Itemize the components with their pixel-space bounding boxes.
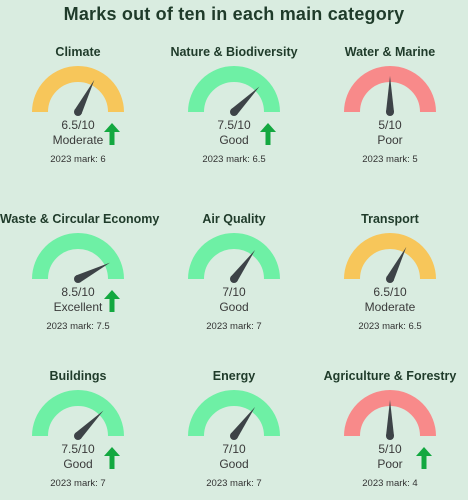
category-name: Nature & Biodiversity — [170, 45, 298, 59]
gauge-needle — [386, 400, 394, 436]
gauge-hub — [74, 275, 82, 283]
category-name: Agriculture & Forestry — [323, 369, 457, 383]
up-arrow-icon — [104, 123, 120, 145]
gauge-arc — [188, 390, 280, 437]
score-gauge — [344, 390, 436, 440]
previous-mark: 2023 mark: 6.5 — [358, 321, 422, 332]
score-gauge — [32, 390, 124, 440]
score-gauge — [188, 390, 280, 440]
score-value: 6.5/10 — [61, 118, 95, 132]
previous-mark: 2023 mark: 7 — [206, 321, 262, 332]
rating-label: Good — [219, 457, 249, 471]
gauge-arc — [188, 66, 280, 113]
gauge-hub — [386, 108, 394, 116]
up-arrow-icon — [104, 447, 120, 469]
previous-mark: 2023 mark: 5 — [362, 154, 418, 165]
category-name: Transport — [361, 212, 419, 226]
score-value: 7.5/10 — [61, 442, 95, 456]
rating-label: Poor — [377, 457, 403, 471]
category-name: Air Quality — [202, 212, 266, 226]
category-card: Water & Marine 5/10 Poor 2023 mark: 5 — [312, 0, 468, 165]
category-card: Nature & Biodiversity 7.5/10 Good 2023 mark… — [156, 0, 312, 165]
gauge-hub — [230, 432, 238, 440]
page-title: Marks out of ten in each main category — [63, 4, 405, 24]
rating-label: Excellent — [53, 300, 103, 314]
score-gauge — [188, 233, 280, 283]
gauge-hub — [386, 275, 394, 283]
rating-label: Moderate — [52, 133, 104, 147]
score-value: 7/10 — [222, 285, 246, 299]
score-value: 7/10 — [222, 442, 246, 456]
up-arrow-icon — [416, 447, 432, 469]
gauge-hub — [386, 432, 394, 440]
score-gauge — [32, 66, 124, 116]
category-card: Buildings 7.5/10 Good 2023 mark: 7 — [0, 324, 156, 489]
score-gauge — [188, 66, 280, 116]
score-gauge — [344, 66, 436, 116]
previous-mark: 2023 mark: 6.5 — [202, 154, 266, 165]
gauge-needle — [386, 76, 394, 112]
gauge-hub — [74, 432, 82, 440]
gauge-arc — [344, 390, 436, 437]
score-value: 7.5/10 — [217, 118, 251, 132]
gauge-needle — [74, 79, 95, 114]
previous-mark: 2023 mark: 7.5 — [46, 321, 110, 332]
gauge-hub — [230, 108, 238, 116]
gauge-arc — [344, 233, 436, 280]
category-card: Waste & Circular Economy 8.5/10 Excellent 2… — [0, 167, 160, 332]
up-arrow-icon — [260, 123, 276, 145]
gauge-needle — [76, 262, 111, 283]
category-name: Waste & Circular Economy — [0, 212, 160, 226]
gauge-arc — [32, 66, 124, 113]
category-card: Energy 7/10 Good 2023 mark: 7 — [156, 324, 312, 489]
category-name: Energy — [212, 369, 256, 383]
up-arrow-icon — [104, 290, 120, 312]
rating-label: Poor — [377, 133, 403, 147]
previous-mark: 2023 mark: 6 — [50, 154, 106, 165]
gauge-arc — [188, 233, 280, 280]
gauge-needle — [231, 86, 260, 115]
score-value: 5/10 — [378, 118, 402, 132]
category-name: Water & Marine — [344, 45, 436, 59]
score-gauge — [32, 233, 124, 283]
gauge-hub — [230, 275, 238, 283]
category-name: Buildings — [49, 369, 107, 383]
rating-label: Moderate — [364, 300, 416, 314]
gauge-arc — [344, 66, 436, 113]
gauge-arc — [32, 390, 124, 437]
rating-label: Good — [219, 133, 249, 147]
gauge-needle — [75, 410, 104, 439]
rating-label: Good — [219, 300, 249, 314]
category-card: Climate 6.5/10 Moderate 2023 mark: 6 — [0, 0, 156, 165]
previous-mark: 2023 mark: 7 — [206, 478, 262, 489]
category-card: Air Quality 7/10 Good 2023 mark: 7 — [156, 167, 312, 332]
gauge-needle — [230, 406, 256, 439]
score-value: 6.5/10 — [373, 285, 407, 299]
previous-mark: 2023 mark: 7 — [50, 478, 106, 489]
gauge-needle — [230, 249, 256, 282]
category-card: Agriculture & Forestry 5/10 Poor 2023 mark:… — [312, 324, 468, 489]
category-name: Climate — [55, 45, 101, 59]
score-value: 8.5/10 — [61, 285, 95, 299]
score-gauge — [344, 233, 436, 283]
gauge-arc — [32, 233, 124, 280]
score-value: 5/10 — [378, 442, 402, 456]
gauge-needle — [386, 246, 407, 281]
previous-mark: 2023 mark: 4 — [362, 478, 418, 489]
gauge-hub — [74, 108, 82, 116]
category-card: Transport 6.5/10 Moderate 2023 mark: 6.5 — [312, 167, 468, 332]
rating-label: Good — [63, 457, 93, 471]
